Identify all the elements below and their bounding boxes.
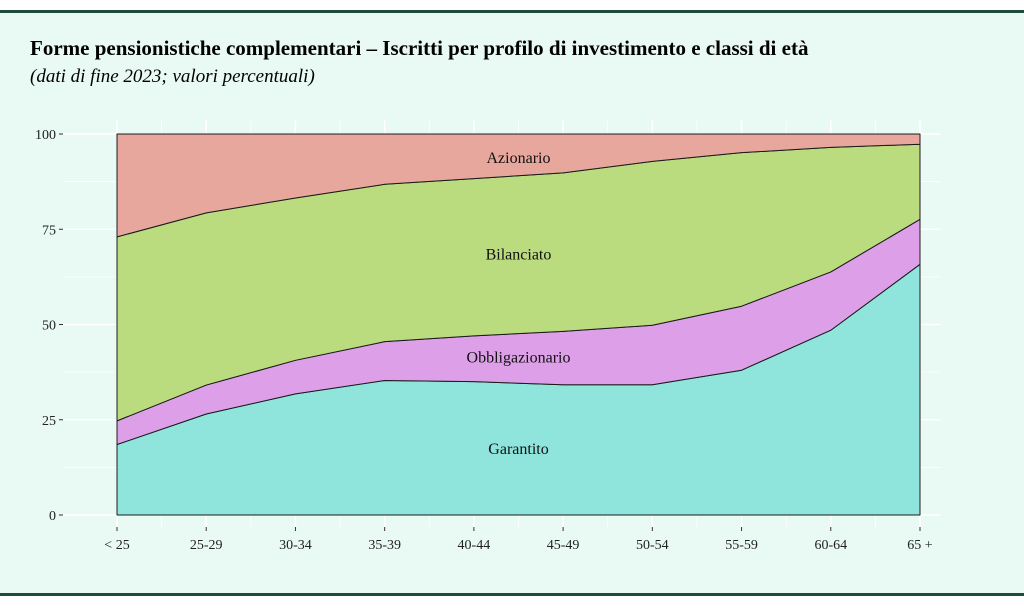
y-tick-label: 25: [42, 414, 56, 429]
y-tick-label: 100: [35, 128, 56, 143]
x-tick-label: 50-54: [636, 538, 669, 553]
x-tick-label: 40-44: [458, 538, 491, 553]
x-tick-label: < 25: [104, 538, 129, 553]
x-tick-label: 60-64: [814, 538, 847, 553]
x-tick-label: 45-49: [547, 538, 580, 553]
x-tick-label: 30-34: [279, 538, 312, 553]
area-label-azionario: Azionario: [487, 150, 551, 167]
area-label-garantito: Garantito: [488, 441, 548, 458]
area-label-bilanciato: Bilanciato: [486, 247, 552, 264]
chart-title: Forme pensionistiche complementari – Isc…: [30, 36, 809, 60]
areas: [116, 133, 921, 516]
x-tick-label: 35-39: [368, 538, 401, 553]
area-label-obbligazionario: Obbligazionario: [467, 349, 571, 366]
y-tick-label: 0: [49, 509, 56, 524]
area-azionario: [116, 133, 921, 238]
chart-subtitle: (dati di fine 2023; valori percentuali): [30, 66, 315, 87]
x-tick-label: 55-59: [725, 538, 758, 553]
y-tick-label: 75: [42, 223, 56, 238]
y-tick-label: 50: [42, 319, 56, 334]
x-tick-label: 65 +: [907, 538, 933, 553]
area-labels: Azionario Bilanciato Obbligazionario Garant…: [467, 150, 571, 458]
x-tick-label: 25-29: [190, 538, 223, 553]
axes: 0 25 50 75 100 < 25 25-29 30-34 35-39 40-44 45-49 5…: [35, 128, 933, 553]
